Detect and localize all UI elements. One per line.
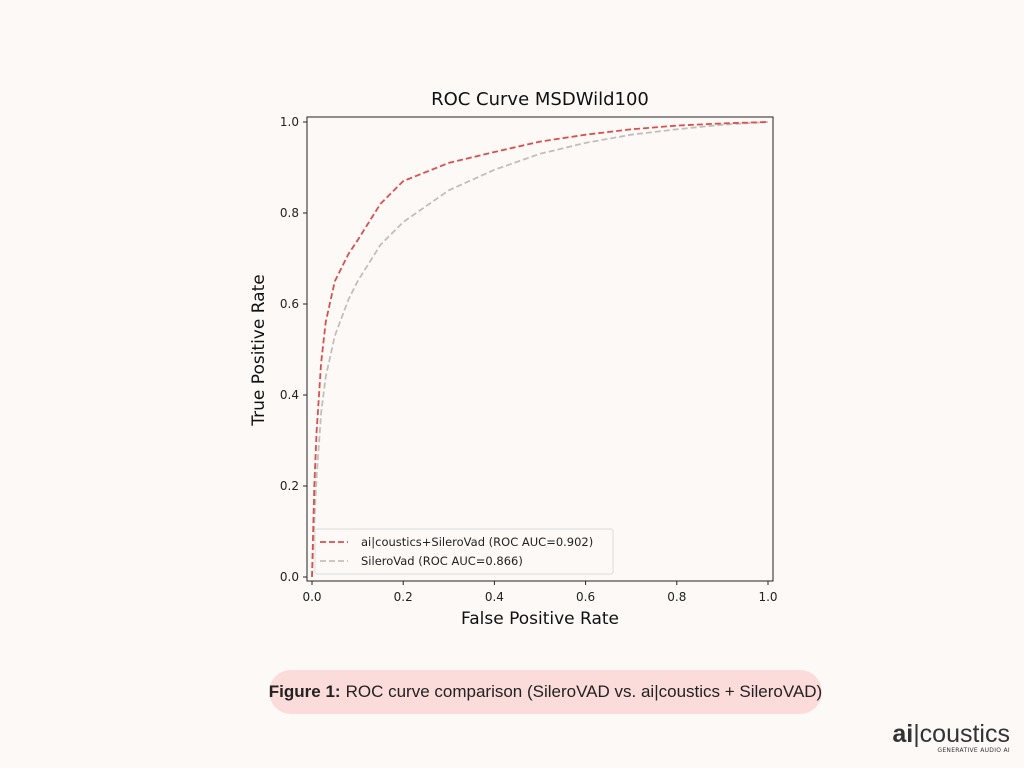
caption-text: ROC curve comparison (SileroVAD vs. ai|c…	[345, 682, 823, 701]
aicoustics-logo: ai|coustics GENERATIVE AUDIO AI	[892, 720, 1010, 755]
figure-caption: Figure 1: ROC curve comparison (SileroVAD…	[269, 670, 822, 714]
x-tick-label: 0.8	[667, 590, 686, 604]
series-line-1	[311, 121, 769, 578]
x-tick-label: 0.6	[576, 590, 595, 604]
caption-label: Figure 1:	[268, 682, 341, 701]
y-tick-label: 0.2	[280, 479, 299, 493]
logo-tagline: GENERATIVE AUDIO AI	[937, 747, 1010, 754]
chart-title: ROC Curve MSDWild100	[431, 89, 649, 110]
legend-label-1: SileroVad (ROC AUC=0.866)	[361, 554, 523, 568]
y-axis-label: True Positive Rate	[249, 274, 269, 426]
legend-box	[314, 528, 614, 575]
x-axis-label: False Positive Rate	[461, 609, 619, 629]
x-tick-label: 0.4	[485, 590, 504, 604]
series-line-0	[311, 121, 769, 578]
y-tick-label: 1.0	[280, 115, 299, 129]
y-tick-label: 0.4	[280, 388, 299, 402]
plot-frame	[306, 116, 774, 582]
x-tick-label: 0.2	[394, 590, 413, 604]
legend-label-0: ai|coustics+SileroVad (ROC AUC=0.902)	[361, 535, 593, 549]
y-tick-label: 0.6	[280, 297, 299, 311]
y-tick-label: 0.8	[280, 206, 299, 220]
y-tick-label: 0.0	[280, 570, 299, 584]
x-tick-label: 1.0	[758, 590, 777, 604]
logo-rest: |coustics	[913, 720, 1010, 748]
logo-bold: ai	[892, 720, 914, 748]
x-tick-label: 0.0	[302, 590, 321, 604]
